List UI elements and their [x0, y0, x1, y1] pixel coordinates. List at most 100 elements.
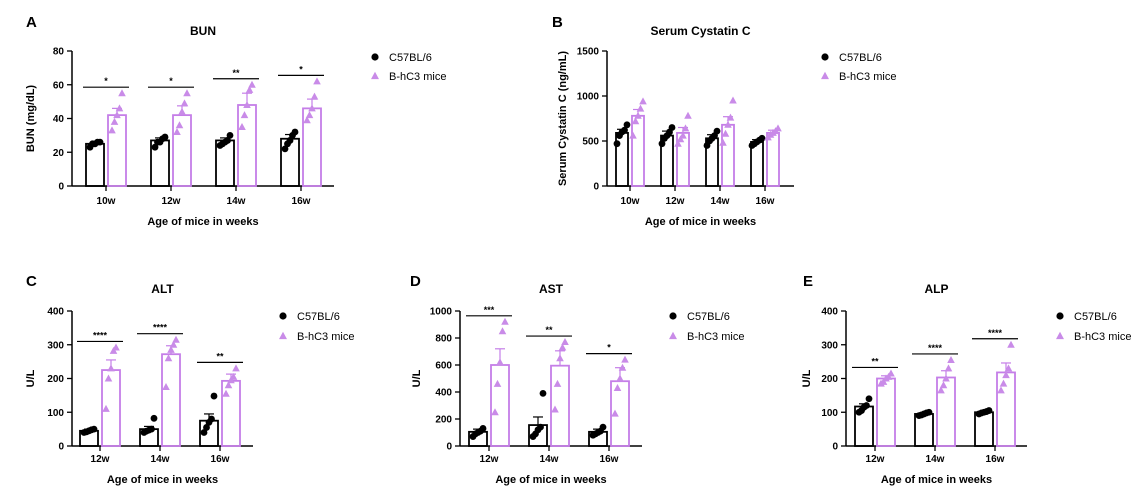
data-point [243, 101, 251, 108]
legend-label-control: C57BL/6 [389, 52, 432, 64]
x-tick-label: 10w [97, 196, 116, 207]
data-point [726, 113, 735, 121]
legend-marker-control [371, 53, 379, 61]
panel-letter: E [803, 273, 813, 290]
x-tick-label: 14w [227, 196, 246, 207]
y-tick-label: 200 [821, 374, 838, 385]
data-point [658, 140, 666, 148]
data-point [96, 138, 104, 146]
data-point [305, 111, 314, 119]
data-point [248, 80, 256, 88]
x-tick-label: 14w [540, 454, 559, 465]
data-point [679, 131, 687, 139]
data-point [183, 89, 191, 97]
data-point [537, 423, 544, 431]
bar [161, 353, 181, 447]
data-point [229, 372, 238, 380]
data-point [151, 143, 159, 151]
y-tick-label: 0 [446, 442, 452, 453]
x-axis-title: Age of mice in weeks [495, 474, 606, 486]
y-tick-label: 1000 [577, 92, 600, 103]
data-point [713, 127, 721, 135]
data-point [210, 392, 218, 400]
data-point [985, 407, 993, 414]
y-tick-label: 400 [821, 307, 838, 318]
data-point [222, 389, 230, 397]
data-point [178, 107, 186, 115]
significance-label: * [299, 64, 303, 74]
y-tick-label: 800 [435, 334, 452, 345]
x-tick-label: 12w [666, 196, 685, 207]
legend-marker-treated [279, 331, 287, 340]
legend-label-control: C57BL/6 [839, 52, 882, 64]
data-point [561, 338, 569, 346]
data-point [203, 424, 210, 431]
x-tick-label: 10w [621, 196, 640, 207]
data-point [719, 138, 727, 146]
legend-label-control: C57BL/6 [687, 311, 730, 323]
data-point [639, 97, 647, 105]
panel-letter: C [26, 273, 37, 290]
panel-letter: D [410, 273, 421, 290]
chart-panel-c: C ALT 0 100 200 300 400 U/L Age of mice in weeks… [25, 273, 354, 486]
data-point [224, 137, 231, 144]
data-point [681, 124, 690, 132]
y-tick-label: 0 [593, 182, 599, 193]
panel-letter: B [552, 14, 563, 31]
x-tick-label: 14w [151, 454, 170, 465]
data-point [180, 99, 189, 107]
data-point [599, 423, 607, 431]
x-tick-label: 14w [711, 196, 730, 207]
significance-label: **** [988, 328, 1003, 338]
data-point [613, 383, 622, 391]
legend-marker-treated [669, 331, 677, 340]
x-tick-label: 14w [926, 454, 945, 465]
x-tick-label: 12w [91, 454, 110, 465]
chart-title: ALT [151, 282, 174, 296]
data-point [863, 402, 870, 409]
legend-label-control: C57BL/6 [297, 311, 340, 323]
bar [221, 379, 241, 447]
data-point [721, 129, 730, 137]
data-point [887, 369, 895, 377]
data-point [501, 317, 509, 325]
data-point [623, 121, 631, 129]
y-tick-label: 200 [47, 374, 64, 385]
data-point [310, 92, 319, 100]
significance-label: **** [928, 343, 943, 353]
legend-label-treated: B-hC3 mice [297, 331, 354, 343]
x-axis-title: Age of mice in weeks [645, 216, 756, 228]
legend-marker-control [821, 53, 829, 61]
data-point [629, 131, 637, 139]
x-axis-title: Age of mice in weeks [147, 216, 258, 228]
data-point [175, 121, 184, 129]
y-axis-title: U/L [25, 369, 37, 387]
bar [876, 377, 896, 447]
data-point [865, 395, 873, 403]
chart-title: AST [539, 282, 564, 296]
data-point [150, 414, 158, 422]
panel-letter: A [26, 14, 37, 31]
data-point [226, 131, 234, 139]
legend-label-treated: B-hC3 mice [839, 71, 896, 83]
legend-label-control: C57BL/6 [1074, 311, 1117, 323]
data-point [102, 404, 110, 412]
data-point [107, 364, 115, 372]
y-tick-label: 200 [435, 415, 452, 426]
data-point [611, 409, 619, 417]
x-tick-label: 16w [600, 454, 619, 465]
data-point [110, 117, 119, 125]
data-point [240, 111, 249, 119]
y-tick-label: 600 [435, 361, 452, 372]
data-point [558, 343, 567, 351]
data-point [224, 381, 233, 389]
significance-label: **** [153, 323, 168, 333]
y-tick-label: 1500 [577, 47, 600, 58]
data-point [291, 128, 299, 136]
y-tick-label: 20 [53, 148, 65, 159]
y-tick-label: 60 [53, 80, 65, 91]
data-point [774, 124, 782, 132]
data-point [1007, 340, 1015, 348]
data-point [162, 382, 170, 390]
y-tick-label: 0 [58, 182, 64, 193]
